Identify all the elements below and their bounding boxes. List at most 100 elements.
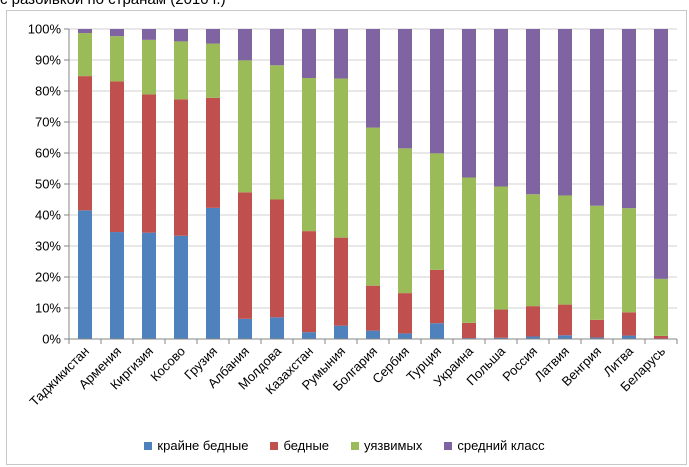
legend-swatch	[351, 441, 360, 450]
bar-segment-middle-class	[494, 29, 508, 187]
legend-item-poor: бедные	[270, 438, 329, 453]
y-tick-label: 60%	[35, 146, 61, 161]
legend-item-middle-class: средний класс	[444, 438, 545, 453]
y-tick-label: 30%	[35, 239, 61, 254]
legend-item-vulnerable: уязвимых	[351, 438, 422, 453]
x-tick-label: Косово	[147, 344, 188, 385]
y-tick-label: 50%	[35, 177, 61, 192]
bar-segment-middle-class	[526, 29, 540, 195]
bar-segment-extreme-poor	[334, 325, 348, 339]
bar-segment-middle-class	[590, 29, 604, 206]
bar-segment-vulnerable	[78, 33, 92, 77]
bar-segment-middle-class	[238, 29, 252, 61]
bar-segment-vulnerable	[558, 195, 572, 305]
y-tick-label: 20%	[35, 270, 61, 285]
bar-segment-poor	[142, 94, 156, 233]
y-tick-label: 90%	[35, 53, 61, 68]
bar-segment-vulnerable	[142, 39, 156, 95]
bar-segment-vulnerable	[270, 65, 284, 200]
bar-segment-vulnerable	[366, 127, 380, 286]
bar-segment-poor	[494, 309, 508, 338]
bar-segment-vulnerable	[494, 186, 508, 310]
bar-segment-middle-class	[366, 29, 380, 128]
bar-segment-middle-class	[334, 29, 348, 79]
chart-title: с разбивкой по странам (2010 г.)	[0, 0, 226, 8]
bar-segment-extreme-poor	[142, 232, 156, 339]
axes	[64, 28, 678, 344]
bar-segment-middle-class	[206, 29, 220, 44]
bar-segment-middle-class	[110, 29, 124, 37]
bar-segment-poor	[206, 97, 220, 208]
bar-segment-poor	[270, 199, 284, 318]
bar-segment-middle-class	[174, 29, 188, 42]
legend-item-extreme-poor: крайне бедные	[144, 438, 248, 453]
legend-swatch	[444, 441, 453, 450]
y-tick-label: 10%	[35, 301, 61, 316]
y-tick-label: 70%	[35, 115, 61, 130]
bar-segment-poor	[334, 237, 348, 326]
bar-segment-vulnerable	[654, 278, 668, 336]
bar-segment-vulnerable	[462, 177, 476, 323]
bar-segment-vulnerable	[334, 78, 348, 238]
bar-segment-middle-class	[78, 29, 92, 34]
bar-segment-middle-class	[462, 29, 476, 178]
bar-segment-vulnerable	[590, 205, 604, 320]
y-tick-label: 100%	[28, 22, 62, 37]
x-tick-label: Россия	[499, 344, 540, 385]
bar-segment-vulnerable	[622, 208, 636, 313]
bar-segment-vulnerable	[526, 194, 540, 307]
bar-segment-vulnerable	[302, 77, 316, 232]
bar-segment-poor	[430, 269, 444, 324]
bar-segment-extreme-poor	[302, 332, 316, 339]
bar-segment-extreme-poor	[430, 323, 444, 339]
bars	[78, 29, 668, 339]
legend-swatch	[270, 441, 279, 450]
bar-segment-extreme-poor	[494, 337, 508, 339]
bar-segment-poor	[462, 322, 476, 339]
bar-segment-extreme-poor	[78, 210, 92, 339]
bar-segment-poor	[622, 312, 636, 336]
legend-swatch	[144, 441, 153, 450]
bar-segment-middle-class	[622, 29, 636, 209]
bar-segment-middle-class	[558, 29, 572, 196]
bar-segment-vulnerable	[398, 148, 412, 294]
bar-segment-poor	[590, 319, 604, 338]
bar-segment-extreme-poor	[622, 335, 636, 339]
bar-segment-middle-class	[654, 29, 668, 279]
bar-segment-poor	[174, 99, 188, 236]
legend-label: средний класс	[457, 438, 545, 453]
bar-segment-vulnerable	[174, 41, 188, 100]
bar-segment-vulnerable	[238, 60, 252, 193]
bar-segment-extreme-poor	[206, 207, 220, 339]
bar-segment-extreme-poor	[366, 330, 380, 339]
bar-segment-poor	[398, 293, 412, 334]
legend: крайне бедные бедные уязвимых средний класс	[0, 438, 689, 453]
bar-segment-poor	[654, 335, 668, 339]
bar-segment-extreme-poor	[270, 317, 284, 339]
bar-segment-extreme-poor	[110, 232, 124, 339]
bar-segment-vulnerable	[110, 36, 124, 82]
bar-segment-extreme-poor	[590, 337, 604, 339]
bar-segment-middle-class	[270, 29, 284, 66]
bar-segment-extreme-poor	[238, 318, 252, 339]
bar-segment-poor	[366, 285, 380, 331]
bar-segment-poor	[78, 76, 92, 211]
bar-segment-middle-class	[302, 29, 316, 78]
bar-segment-extreme-poor	[398, 333, 412, 339]
y-tick-label: 0%	[42, 332, 61, 347]
bar-segment-poor	[302, 231, 316, 333]
bar-segment-vulnerable	[430, 153, 444, 270]
bar-segment-extreme-poor	[526, 336, 540, 339]
bar-segment-middle-class	[398, 29, 412, 149]
y-tick-label: 40%	[35, 208, 61, 223]
bar-segment-middle-class	[430, 29, 444, 154]
bar-segment-poor	[238, 192, 252, 319]
legend-label: крайне бедные	[157, 438, 249, 453]
bar-segment-extreme-poor	[174, 235, 188, 339]
bar-segment-poor	[526, 306, 540, 337]
bar-segment-poor	[110, 81, 124, 233]
bar-segment-middle-class	[142, 29, 156, 40]
y-tick-label: 80%	[35, 84, 61, 99]
bar-segment-extreme-poor	[558, 335, 572, 339]
